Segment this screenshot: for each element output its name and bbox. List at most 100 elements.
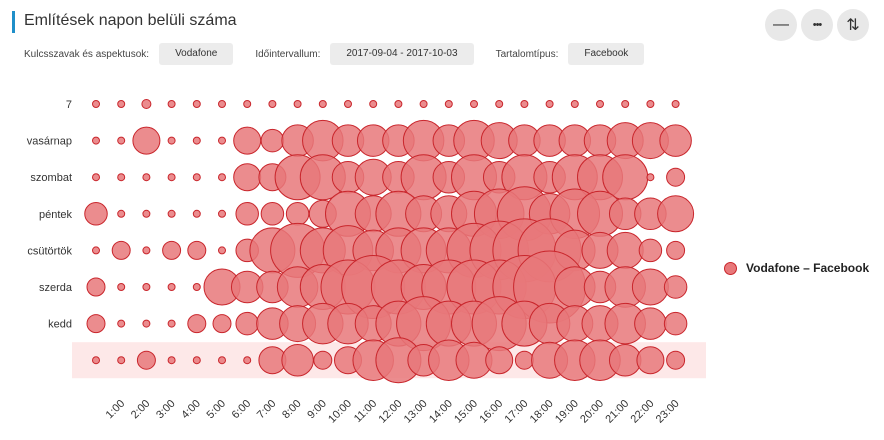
x-axis-label: 18:00 bbox=[528, 398, 556, 426]
bubble bbox=[638, 238, 663, 263]
bubble bbox=[394, 100, 403, 108]
bubble bbox=[167, 173, 176, 182]
filter-chip-interval[interactable]: 2017-09-04 - 2017-10-03 bbox=[330, 43, 474, 65]
filter-label-content-type: Tartalomtípus: bbox=[495, 48, 559, 60]
bubble bbox=[167, 283, 176, 291]
bubble bbox=[218, 356, 226, 365]
bubble bbox=[192, 100, 201, 108]
bubble bbox=[606, 231, 644, 269]
bubble bbox=[212, 314, 232, 334]
bubble bbox=[646, 173, 655, 182]
filter-chip-keywords[interactable]: Vodafone bbox=[159, 43, 234, 65]
bubble bbox=[92, 100, 100, 108]
y-axis-label: kedd bbox=[48, 319, 72, 331]
bubble bbox=[281, 343, 314, 377]
x-axis-label: 5:00 bbox=[204, 398, 228, 422]
bubble bbox=[167, 100, 176, 108]
bubble bbox=[167, 209, 176, 218]
legend-label: Vodafone – Facebook bbox=[746, 261, 870, 275]
bubble bbox=[663, 311, 688, 336]
bubble bbox=[117, 209, 126, 218]
title-accent-bar bbox=[12, 11, 15, 33]
bubble bbox=[666, 240, 686, 260]
filter-label-keywords: Kulcsszavak és aspektusok: bbox=[24, 48, 150, 60]
filter-label-interval: Időintervallum: bbox=[255, 48, 321, 60]
bubble bbox=[192, 283, 201, 291]
x-axis-label: 7:00 bbox=[255, 398, 279, 422]
bubble bbox=[268, 100, 277, 108]
bubble bbox=[233, 163, 262, 192]
bubble bbox=[84, 202, 108, 226]
y-axis-label: szerda bbox=[39, 282, 73, 294]
x-axis-label: 22:00 bbox=[629, 398, 657, 426]
x-axis-label: 6:00 bbox=[230, 398, 254, 422]
bubble bbox=[631, 268, 669, 306]
chart-title: Említések napon belüli száma bbox=[24, 12, 237, 29]
bubble bbox=[285, 202, 310, 226]
bubble bbox=[218, 100, 226, 108]
bubble bbox=[663, 275, 688, 299]
bubble bbox=[92, 136, 100, 145]
bubble bbox=[192, 173, 201, 182]
bubble bbox=[419, 100, 428, 108]
bubble bbox=[167, 356, 176, 365]
sort-button[interactable]: ⇅ bbox=[837, 9, 869, 41]
x-axis-label: 14:00 bbox=[427, 398, 455, 426]
bubble bbox=[86, 314, 106, 334]
bubble bbox=[514, 350, 534, 370]
bubble bbox=[142, 283, 151, 291]
bubble bbox=[260, 128, 285, 153]
bubble bbox=[634, 307, 667, 340]
x-axis-label: 20:00 bbox=[578, 398, 606, 426]
bubble bbox=[470, 100, 478, 108]
y-axis-label: szombat bbox=[30, 172, 72, 184]
bubble bbox=[117, 356, 126, 365]
bubble bbox=[117, 319, 126, 328]
x-axis-label: 16:00 bbox=[477, 398, 505, 426]
x-axis-label: 21:00 bbox=[603, 398, 631, 426]
bubble bbox=[318, 100, 327, 108]
bubble bbox=[142, 319, 151, 328]
bubble bbox=[117, 136, 126, 145]
bubble bbox=[192, 209, 201, 218]
sort-arrows-icon: ⇅ bbox=[846, 17, 860, 34]
bubble bbox=[596, 100, 604, 108]
bubble bbox=[608, 343, 642, 377]
bubble bbox=[666, 350, 686, 370]
bubble bbox=[187, 314, 207, 334]
bubble bbox=[167, 319, 176, 328]
bubble bbox=[485, 346, 514, 375]
bubble bbox=[218, 173, 226, 182]
more-options-button[interactable]: ••• bbox=[801, 9, 833, 41]
bubble bbox=[132, 126, 161, 155]
bubble bbox=[192, 356, 201, 365]
legend-item[interactable]: Vodafone – Facebook bbox=[724, 261, 869, 275]
bubble bbox=[142, 173, 151, 182]
bubble bbox=[444, 100, 453, 108]
y-axis-label: péntek bbox=[39, 209, 73, 221]
minimize-icon: — bbox=[773, 16, 789, 33]
x-axis-label: 2:00 bbox=[129, 398, 153, 422]
bubble bbox=[659, 124, 692, 157]
x-axis-label: 15:00 bbox=[452, 398, 480, 426]
bubble bbox=[218, 136, 226, 145]
bubble bbox=[92, 356, 100, 365]
bubble bbox=[369, 100, 378, 108]
x-axis-label: 13:00 bbox=[402, 398, 430, 426]
bubble bbox=[117, 283, 126, 291]
y-axis-label: csütörtök bbox=[27, 245, 72, 257]
bubble bbox=[243, 356, 252, 365]
bubble bbox=[92, 246, 100, 255]
x-axis-label: 10:00 bbox=[326, 398, 354, 426]
bubble bbox=[636, 346, 665, 375]
minimize-button[interactable]: — bbox=[765, 9, 797, 41]
bubble bbox=[92, 173, 100, 182]
bubble bbox=[233, 126, 262, 155]
y-axis-label: 7 bbox=[66, 99, 72, 111]
bubble bbox=[646, 100, 655, 108]
bubble bbox=[162, 240, 182, 260]
bubble bbox=[141, 99, 152, 109]
filter-chip-content-type[interactable]: Facebook bbox=[568, 43, 645, 65]
y-axis-label: vasárnap bbox=[27, 136, 72, 148]
